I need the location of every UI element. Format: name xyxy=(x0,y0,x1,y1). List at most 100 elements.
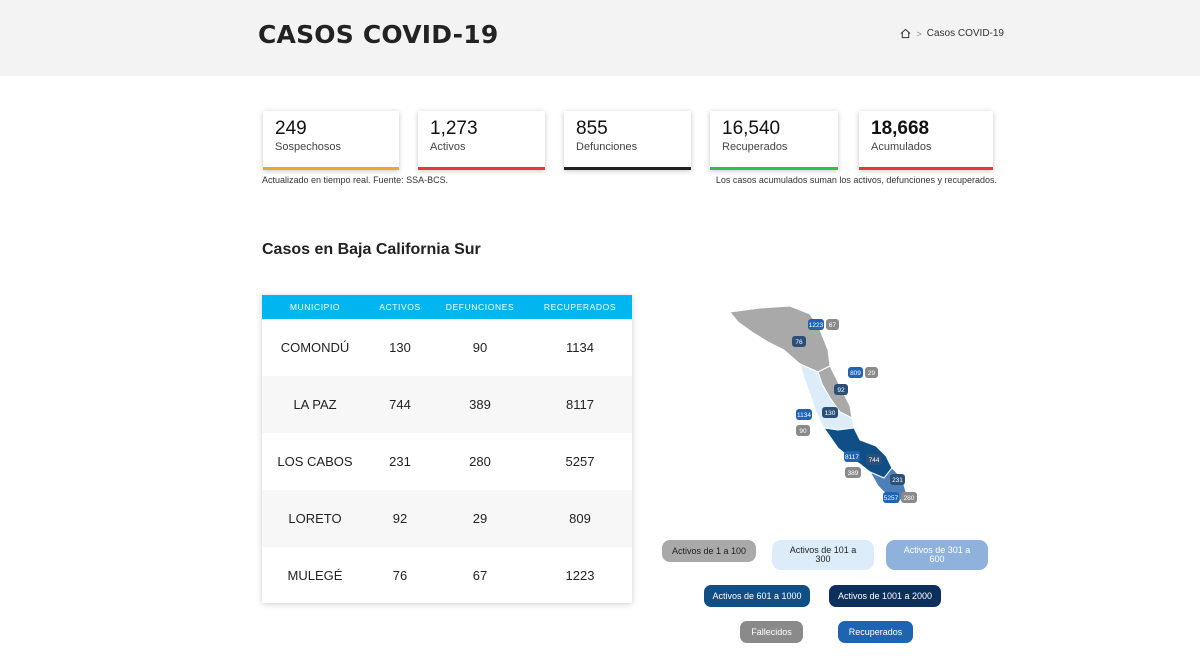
cell-defunciones: 389 xyxy=(432,376,528,433)
badge-deaths xyxy=(796,425,810,436)
cell-activos: 744 xyxy=(368,376,432,433)
page-header: CASOS COVID-19 > Casos COVID-19 xyxy=(0,0,1200,76)
stat-bar-green xyxy=(710,167,838,170)
badge-text: 5257 xyxy=(884,495,899,502)
region-mulege[interactable] xyxy=(729,305,831,373)
bcs-map: 1223 67 76 809 29 92 1134 130 90 8117 74… xyxy=(700,300,960,520)
legend-activos-101-300: Activos de 101 a 300 xyxy=(772,540,874,570)
badge-text: 130 xyxy=(825,410,836,417)
legend-activos-1-100: Activos de 1 a 100 xyxy=(662,540,756,562)
cell-recuperados: 5257 xyxy=(565,454,595,469)
cell-municipio: LA PAZ xyxy=(262,376,368,433)
badge-recovered xyxy=(844,451,860,462)
table-row: MULEGÉ 76 67 1223 xyxy=(262,547,632,604)
badge-active xyxy=(890,474,905,485)
badge-text: 76 xyxy=(795,339,803,346)
cell-municipio: COMONDÚ xyxy=(280,340,350,355)
table-row: COMONDÚ 130 90 1134 xyxy=(262,319,632,376)
stat-value: 18,668 xyxy=(871,118,930,139)
cell-defunciones: 280 xyxy=(469,454,491,469)
cell-defunciones: 29 xyxy=(432,490,528,547)
badge-deaths xyxy=(865,367,878,378)
table-row: LA PAZ 744 389 8117 xyxy=(262,376,632,433)
badge-text: 90 xyxy=(799,428,807,435)
badge-text: 92 xyxy=(837,387,845,394)
badge-deaths xyxy=(845,467,861,478)
badge-active xyxy=(834,384,848,395)
legend-recuperados: Recuperados xyxy=(838,621,913,643)
cell-activos: 231 xyxy=(389,454,411,469)
stat-card-sospechosos: 249 Sospechosos xyxy=(263,111,399,170)
column-header-municipio: MUNICIPIO xyxy=(262,295,368,319)
legend-fallecidos: Fallecidos xyxy=(740,621,803,643)
stat-card-defunciones: 855 Defunciones xyxy=(564,111,691,170)
stat-value: 855 xyxy=(576,118,608,139)
stat-bar-black xyxy=(564,167,691,170)
cell-recuperados: 1134 xyxy=(566,340,594,355)
stat-value: 16,540 xyxy=(722,118,781,139)
legend-activos-301-600: Activos de 301 a 600 xyxy=(886,540,988,570)
breadcrumb-separator: > xyxy=(916,28,922,39)
section-title: Casos en Baja California Sur xyxy=(262,241,481,258)
badge-text: 1223 xyxy=(809,322,824,329)
table-row: LORETO 92 29 809 xyxy=(262,490,632,547)
badge-active xyxy=(822,407,838,418)
bcs-map-svg: 1223 67 76 809 29 92 1134 130 90 8117 74… xyxy=(729,305,917,505)
stat-card-activos: 1,273 Activos xyxy=(418,111,545,170)
badge-text: 8117 xyxy=(845,454,859,461)
cell-activos: 92 xyxy=(368,490,432,547)
stat-bar-orange xyxy=(263,167,399,170)
cell-defunciones: 67 xyxy=(472,568,488,583)
column-header-recuperados: RECUPERADOS xyxy=(528,295,632,319)
stat-card-recuperados: 16,540 Recuperados xyxy=(710,111,838,170)
stat-label: Recuperados xyxy=(722,141,788,153)
badge-recovered xyxy=(883,492,899,503)
cell-municipio: LORETO xyxy=(262,490,368,547)
column-header-activos: ACTIVOS xyxy=(368,295,432,319)
cell-activos: 76 xyxy=(392,568,408,583)
column-header-defunciones: DEFUNCIONES xyxy=(432,295,528,319)
stat-label: Activos xyxy=(430,141,466,153)
badge-text: 67 xyxy=(829,322,837,329)
breadcrumb: > Casos COVID-19 xyxy=(900,28,1004,39)
cell-recuperados: 809 xyxy=(528,490,632,547)
badge-deaths xyxy=(826,319,839,330)
cell-activos: 130 xyxy=(389,340,411,355)
badge-recovered xyxy=(848,367,863,378)
badge-text: 1134 xyxy=(797,412,811,419)
source-note: Actualizado en tiempo real. Fuente: SSA-… xyxy=(262,175,449,185)
stat-value: 249 xyxy=(275,118,307,139)
badge-active xyxy=(866,454,882,465)
table-row: LOS CABOS 231 280 5257 xyxy=(262,433,632,490)
badge-text: 389 xyxy=(848,470,859,477)
badge-active xyxy=(792,336,806,347)
cell-recuperados: 1223 xyxy=(565,568,595,583)
breadcrumb-current[interactable]: Casos COVID-19 xyxy=(926,28,1004,39)
badge-text: 809 xyxy=(850,370,861,377)
cell-municipio: MULEGÉ xyxy=(287,568,343,583)
stat-label: Defunciones xyxy=(576,141,638,153)
badge-text: 744 xyxy=(869,457,880,464)
badge-recovered xyxy=(808,319,824,330)
badge-text: 231 xyxy=(892,477,903,484)
accumulated-note: Los casos acumulados suman los activos, … xyxy=(715,175,997,185)
badge-text: 29 xyxy=(868,370,876,377)
badge-text: 280 xyxy=(904,495,915,502)
cases-table: MUNICIPIO ACTIVOS DEFUNCIONES RECUPERADO… xyxy=(262,295,632,603)
stat-label: Acumulados xyxy=(871,141,932,153)
badge-deaths xyxy=(901,492,917,503)
legend-activos-1001-2000: Activos de 1001 a 2000 xyxy=(829,585,941,607)
legend-activos-601-1000: Activos de 601 a 1000 xyxy=(704,585,810,607)
cell-defunciones: 90 xyxy=(472,340,488,355)
stat-bar-red xyxy=(859,167,993,170)
cell-municipio: LOS CABOS xyxy=(277,454,353,469)
page-title: CASOS COVID-19 xyxy=(258,20,499,49)
badge-recovered xyxy=(796,409,812,420)
stat-value: 1,273 xyxy=(430,118,478,139)
home-icon[interactable] xyxy=(900,28,911,39)
table-header-row: MUNICIPIO ACTIVOS DEFUNCIONES RECUPERADO… xyxy=(262,295,632,319)
cell-recuperados: 8117 xyxy=(528,376,632,433)
stat-label: Sospechosos xyxy=(275,141,342,153)
stat-bar-red xyxy=(418,167,545,170)
stat-card-acumulados: 18,668 Acumulados xyxy=(859,111,993,170)
